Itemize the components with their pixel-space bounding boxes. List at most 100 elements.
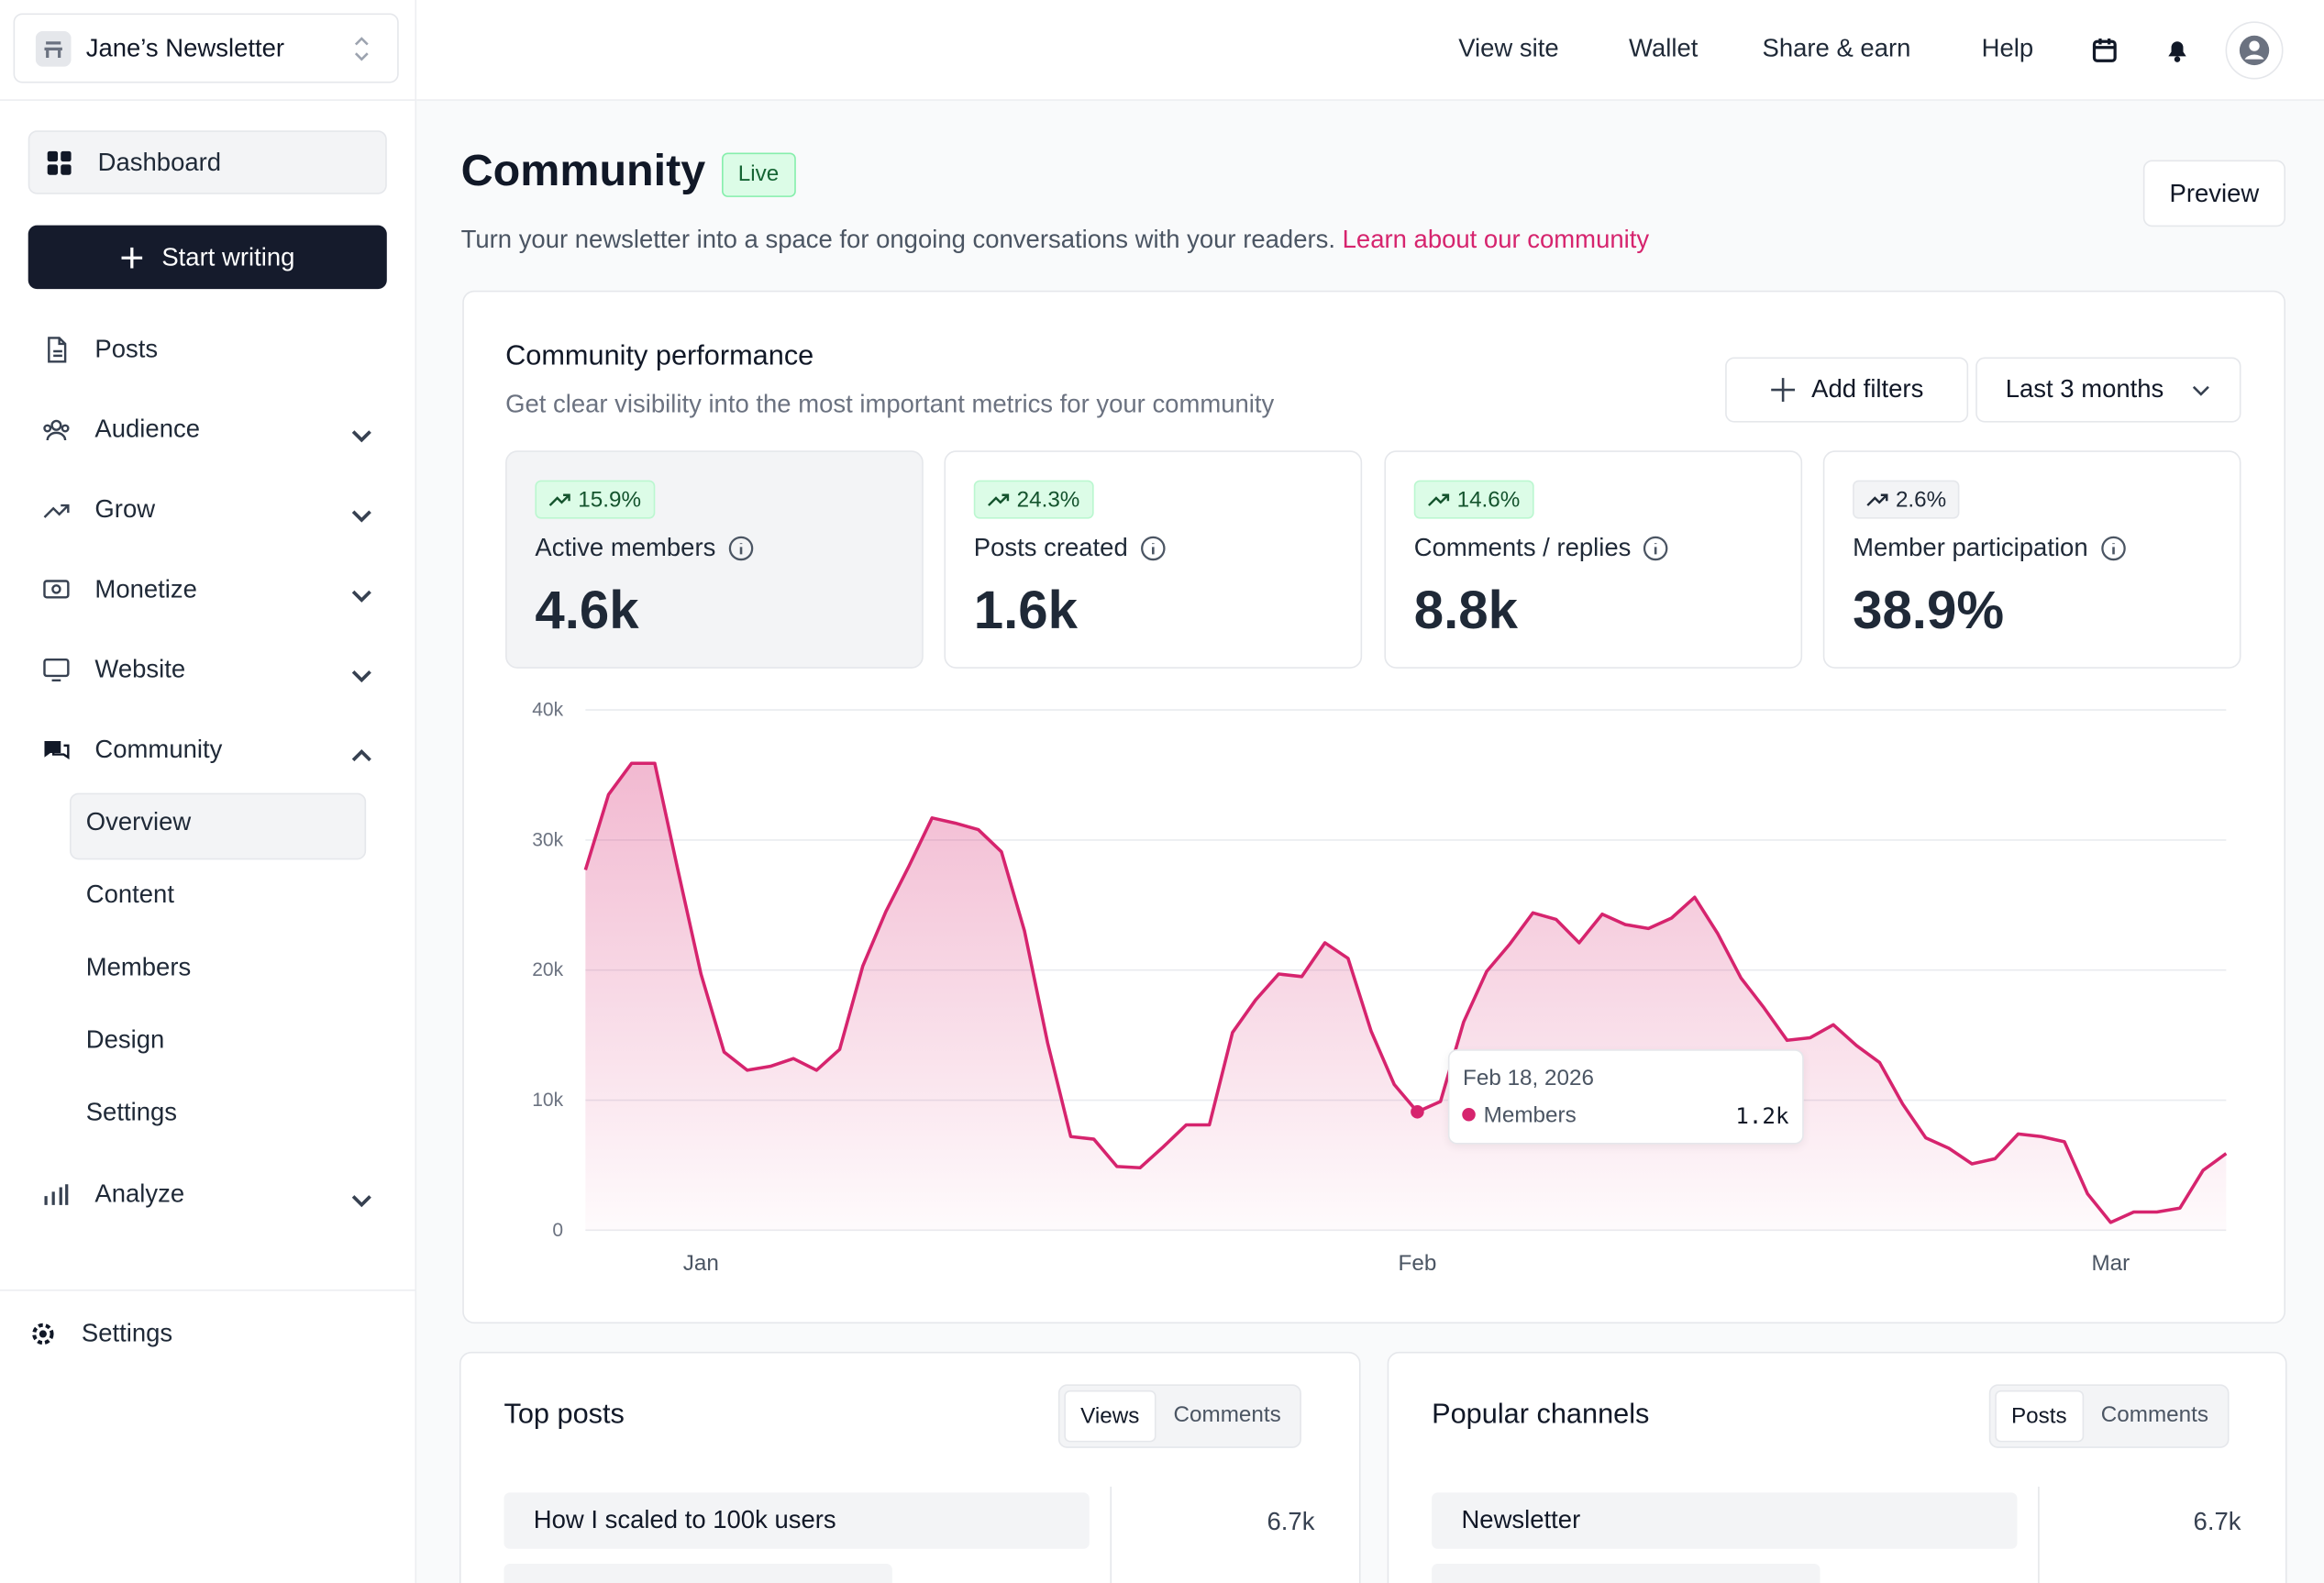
sub-item[interactable]: Design <box>85 1025 165 1055</box>
nav-settings[interactable]: Settings <box>28 1319 172 1348</box>
nav-item[interactable]: Audience <box>41 415 371 444</box>
top-link[interactable]: Wallet <box>1629 34 1699 62</box>
metric-card[interactable]: 2.6% Member participation 38.9% <box>1822 450 2241 669</box>
row-value: 6.7k <box>1267 1507 1315 1536</box>
metric-label: Posts created <box>974 534 1167 563</box>
tab[interactable]: Posts <box>1995 1389 2084 1443</box>
trend-icon <box>988 493 1010 506</box>
nav-analyze[interactable]: Analyze <box>41 1179 371 1209</box>
top-link[interactable]: View site <box>1458 34 1559 62</box>
y-tick-label: 40k <box>532 700 563 721</box>
label: Posts <box>94 335 159 363</box>
change-badge: 24.3% <box>973 480 1093 519</box>
chevron-path <box>351 590 371 603</box>
icon <box>44 741 70 760</box>
tab[interactable]: Views <box>1064 1389 1156 1443</box>
publication-switcher[interactable]: Jane’s Newsletter <box>13 13 399 83</box>
label: Start writing <box>161 242 295 271</box>
tooltip-series: Members <box>1483 1102 1577 1128</box>
label: Active members <box>535 533 716 562</box>
nav-dashboard[interactable]: Dashboard <box>28 130 387 194</box>
label: Audience <box>94 415 200 444</box>
change: 24.3% <box>1016 486 1080 513</box>
tab[interactable]: Comments <box>1173 1401 1281 1428</box>
sub-selected <box>69 792 367 860</box>
nav-item[interactable]: Monetize <box>41 575 371 604</box>
tooltip-value: 1.2k <box>1735 1102 1789 1130</box>
top-link[interactable]: Help <box>1981 34 2034 62</box>
sub-item[interactable]: Settings <box>85 1098 178 1127</box>
metric-card[interactable]: 15.9% Active members 4.6k <box>505 450 924 669</box>
sub-item[interactable]: Content <box>85 880 174 909</box>
sub-item[interactable]: Overview <box>85 807 192 836</box>
row-label: Newsletter <box>1461 1505 1581 1534</box>
card-title: Top posts <box>504 1399 625 1431</box>
metric-card[interactable]: 14.6% Comments / replies 8.8k <box>1384 450 1803 669</box>
y-tick-label: 20k <box>532 959 563 980</box>
top-link[interactable]: Share & earn <box>1762 34 1911 62</box>
start-writing[interactable]: Start writing <box>28 225 387 290</box>
tooltip-swatch <box>1462 1108 1476 1122</box>
nav-item[interactable]: Website <box>41 655 371 684</box>
divider <box>1110 1486 1112 1583</box>
info-icon <box>728 536 754 561</box>
x-tick-label: Mar <box>2091 1251 2130 1276</box>
info-icon <box>1140 536 1166 561</box>
divider <box>0 99 415 101</box>
page-title: Community <box>460 146 706 196</box>
change: 14.6% <box>1456 486 1521 513</box>
add-filters[interactable]: Add filters <box>1725 357 1969 423</box>
y-tick-label: 30k <box>532 829 563 850</box>
label: Settings <box>81 1319 173 1348</box>
chevron <box>2192 385 2209 396</box>
icon <box>43 580 70 599</box>
row-bar: How I scaled to 100k users <box>504 1492 1090 1549</box>
live-badge: Live <box>722 152 796 197</box>
label: Website <box>94 655 186 684</box>
preview-button[interactable]: Preview <box>2142 160 2285 227</box>
sidebar: Jane’s Newsletter Dashboard Start writin… <box>0 0 417 1583</box>
calendar-icon[interactable] <box>2091 37 2118 63</box>
area <box>585 763 2227 1231</box>
change-badge: 14.6% <box>1413 480 1533 519</box>
metric-label: Member participation <box>1853 534 2127 563</box>
bell-icon[interactable] <box>2164 36 2190 64</box>
x-tick-label: Jan <box>683 1251 719 1276</box>
tooltip-date: Feb 18, 2026 <box>1463 1065 1594 1091</box>
chevron <box>351 1195 371 1208</box>
nav-item[interactable]: Community <box>41 736 371 765</box>
metric-value: 8.8k <box>1413 579 1518 641</box>
chevron-path <box>351 670 371 683</box>
icon <box>32 1323 54 1345</box>
card-title: Community performance <box>505 340 814 372</box>
sub-item[interactable]: Members <box>85 953 192 981</box>
nav-item[interactable]: Posts <box>41 335 158 364</box>
change: 2.6% <box>1895 486 1947 513</box>
switch-icon <box>354 36 369 61</box>
avatar[interactable] <box>2225 21 2285 81</box>
chevron-path <box>351 430 371 443</box>
divider <box>2038 1486 2040 1583</box>
change: 15.9% <box>578 486 642 513</box>
page-subtitle: Turn your newsletter into a space for on… <box>461 226 1650 255</box>
trend-icon <box>1866 493 1888 506</box>
chevron-path <box>351 748 371 762</box>
metric-value: 38.9% <box>1853 579 2005 641</box>
info-icon <box>2100 536 2126 561</box>
icon <box>48 337 67 363</box>
learn-link[interactable]: Learn about our community <box>1342 225 1650 254</box>
change-badge: 15.9% <box>535 480 655 519</box>
chevron <box>351 670 371 683</box>
icon <box>44 1184 69 1205</box>
line <box>583 761 2228 1224</box>
subtitle: Turn your newsletter into a space for on… <box>460 225 1336 254</box>
nav-item[interactable]: Grow <box>41 495 371 525</box>
tab[interactable]: Comments <box>2100 1401 2209 1428</box>
range-select[interactable]: Last 3 months <box>1975 357 2241 423</box>
label: Posts created <box>973 533 1128 562</box>
chevron <box>351 590 371 603</box>
metric-card[interactable]: 24.3% Posts created 1.6k <box>944 450 1363 669</box>
row-bar: Newsletter <box>1432 1492 2018 1549</box>
